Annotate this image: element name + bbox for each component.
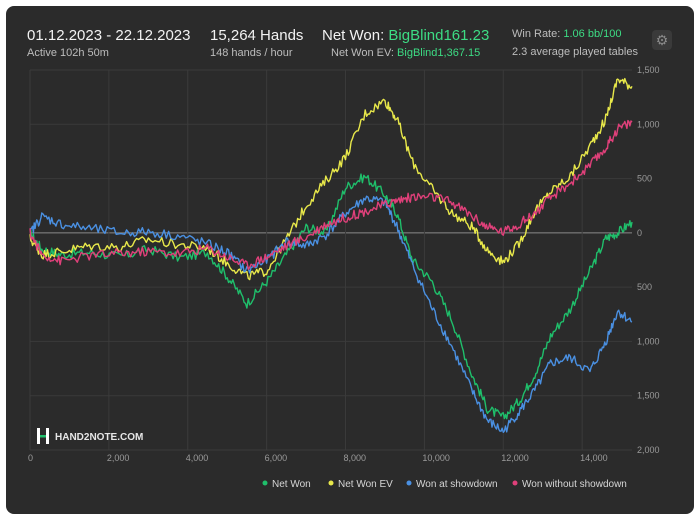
legend-dot [406, 480, 412, 486]
hands-per-hour: 148 hands / hour [210, 47, 293, 59]
y-tick-label: 500 [637, 174, 652, 184]
y-tick-label: 1,500 [637, 391, 660, 401]
series-line-net-won [29, 173, 633, 420]
y-tick-label: 1,500 [637, 65, 660, 75]
hand2note-logo-icon [37, 428, 49, 444]
x-tick-label: 14,000 [580, 453, 608, 463]
x-tick-label: 0 [28, 453, 33, 463]
win-rate: Win Rate: 1.06 bb/100 [512, 28, 621, 40]
y-axis-ticks: 1,500 1,000 500 0 500 1,000 1,500 2,000 [637, 65, 660, 455]
chart-legend: Net Won Net Won EV Won at showdown Won with… [262, 479, 627, 490]
hands-count: 15,264 Hands [210, 27, 304, 44]
legend-item-net-won-ev: Net Won EV [328, 479, 393, 490]
win-rate-value: 1.06 bb/100 [563, 28, 622, 40]
y-tick-label: 0 [637, 228, 642, 238]
x-tick-label: 12,000 [501, 453, 529, 463]
legend-dot [328, 480, 334, 486]
legend-label: Net Won [272, 479, 311, 490]
series-line-won-at-showdown [29, 195, 633, 433]
x-tick-label: 8,000 [344, 453, 367, 463]
net-won: Net Won: BigBlind161.23 [322, 27, 489, 44]
y-tick-label: 500 [637, 282, 652, 292]
y-tick-label: 1,000 [637, 336, 660, 346]
legend-label: Won at showdown [416, 479, 498, 490]
chart-series [29, 77, 633, 433]
x-axis-ticks: 0 2,000 4,000 6,000 8,000 10,000 12,000 14,000 [28, 453, 608, 463]
series-line-net-won-ev [29, 77, 633, 281]
legend-item-net-won: Net Won [262, 479, 311, 490]
win-rate-label: Win Rate: [512, 28, 561, 40]
gear-icon[interactable]: ⚙ [652, 30, 672, 50]
date-range: 01.12.2023 - 22.12.2023 [27, 27, 191, 44]
net-won-label: Net Won: [322, 27, 385, 44]
net-won-ev: Net Won EV: BigBlind1,367.15 [331, 47, 480, 59]
x-tick-label: 6,000 [265, 453, 288, 463]
y-tick-label: 2,000 [637, 445, 660, 455]
y-tick-label: 1,000 [637, 119, 660, 129]
legend-item-won-without-showdown: Won without showdown [512, 479, 627, 490]
legend-item-won-at-showdown: Won at showdown [406, 479, 498, 490]
watermark: HAND2NOTE.COM [37, 428, 143, 444]
x-tick-label: 10,000 [422, 453, 450, 463]
legend-label: Won without showdown [522, 479, 627, 490]
stats-panel: 01.12.2023 - 22.12.2023 Active 102h 50m … [6, 6, 694, 514]
legend-dot [262, 480, 268, 486]
series-line-won-without-showdown [29, 119, 633, 270]
chart-grid [29, 69, 632, 451]
legend-dot [512, 480, 518, 486]
net-won-ev-label: Net Won EV: [331, 47, 394, 59]
x-tick-label: 2,000 [107, 453, 130, 463]
watermark-text: HAND2NOTE.COM [55, 432, 143, 443]
net-won-ev-value: BigBlind1,367.15 [397, 47, 481, 59]
x-tick-label: 4,000 [186, 453, 209, 463]
legend-label: Net Won EV [338, 479, 393, 490]
active-time: Active 102h 50m [27, 47, 109, 59]
net-won-value: BigBlind161.23 [388, 27, 490, 44]
average-tables: 2.3 average played tables [512, 46, 638, 58]
